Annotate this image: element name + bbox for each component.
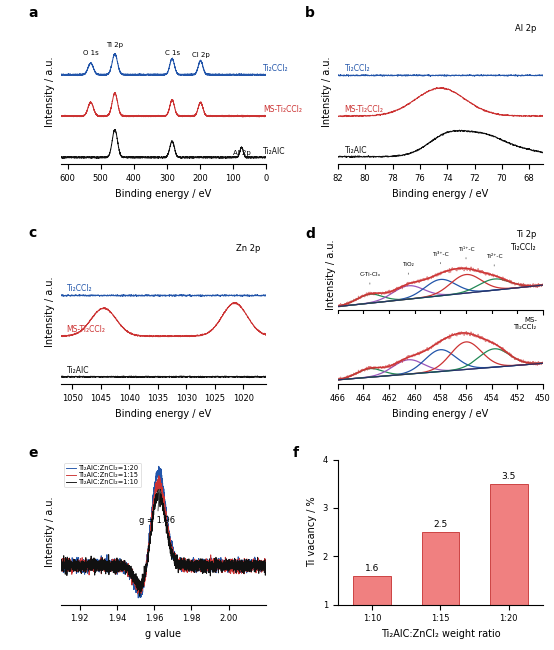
Y-axis label: Ti vacancy / %: Ti vacancy / % — [307, 497, 317, 567]
Y-axis label: Intensity / a.u.: Intensity / a.u. — [322, 57, 332, 127]
Ti₂AlC:ZnCl₂=1:15 — [93, 560, 100, 568]
Text: Ti₂CCl₂: Ti₂CCl₂ — [345, 64, 370, 73]
X-axis label: Ti₂AlC:ZnCl₂ weight ratio: Ti₂AlC:ZnCl₂ weight ratio — [381, 629, 500, 639]
Bar — [422, 532, 459, 605]
Text: 3.5: 3.5 — [501, 472, 516, 481]
Y-axis label: Intensity / a.u.: Intensity / a.u. — [45, 57, 55, 127]
Text: Al 2p: Al 2p — [515, 24, 537, 33]
Ti₂AlC:ZnCl₂=1:10 — [145, 548, 152, 556]
Ti₂AlC:ZnCl₂=1:10 — [237, 562, 243, 569]
X-axis label: Binding energy / eV: Binding energy / eV — [392, 188, 489, 199]
X-axis label: g value: g value — [146, 629, 182, 639]
Line: Ti₂AlC:ZnCl₂=1:20: Ti₂AlC:ZnCl₂=1:20 — [61, 466, 266, 598]
Text: MS-Ti₂CCl₂: MS-Ti₂CCl₂ — [345, 105, 384, 114]
Ti₂AlC:ZnCl₂=1:15 — [259, 563, 265, 571]
Line: Ti₂AlC:ZnCl₂=1:15: Ti₂AlC:ZnCl₂=1:15 — [61, 476, 266, 594]
Line: Ti₂AlC:ZnCl₂=1:10: Ti₂AlC:ZnCl₂=1:10 — [61, 489, 266, 596]
Text: d: d — [305, 227, 315, 241]
Ti₂AlC:ZnCl₂=1:10 — [81, 560, 88, 567]
Ti₂AlC:ZnCl₂=1:15 — [237, 560, 243, 567]
Text: f: f — [293, 446, 299, 460]
Ti₂AlC:ZnCl₂=1:20 — [155, 462, 162, 470]
Text: Ti₂AlC: Ti₂AlC — [345, 146, 367, 155]
Ti₂AlC:ZnCl₂=1:15 — [156, 472, 162, 480]
X-axis label: Binding energy / eV: Binding energy / eV — [392, 409, 489, 419]
Text: MS-Ti₂CCl₂: MS-Ti₂CCl₂ — [66, 325, 106, 334]
Ti₂AlC:ZnCl₂=1:20 — [136, 590, 143, 597]
Legend: Ti₂AlC:ZnCl₂=1:20, Ti₂AlC:ZnCl₂=1:15, Ti₂AlC:ZnCl₂=1:10: Ti₂AlC:ZnCl₂=1:20, Ti₂AlC:ZnCl₂=1:15, Ti… — [64, 463, 141, 487]
Text: c: c — [28, 226, 37, 240]
Ti₂AlC:ZnCl₂=1:20 — [145, 543, 152, 551]
Ti₂AlC:ZnCl₂=1:20 — [58, 556, 64, 564]
Text: Cl 2p: Cl 2p — [192, 52, 209, 58]
Ti₂AlC:ZnCl₂=1:10 — [136, 577, 143, 584]
Text: Ti¹⁺-C: Ti¹⁺-C — [458, 247, 474, 259]
Ti₂AlC:ZnCl₂=1:15 — [58, 558, 64, 566]
Text: b: b — [305, 6, 315, 20]
Text: Ti 2p: Ti 2p — [106, 42, 124, 48]
Text: Ti₂CCl₂: Ti₂CCl₂ — [511, 243, 537, 252]
Ti₂AlC:ZnCl₂=1:20 — [237, 567, 243, 575]
Ti₂AlC:ZnCl₂=1:10 — [157, 486, 163, 493]
Bar — [490, 484, 527, 604]
X-axis label: Binding energy / eV: Binding energy / eV — [115, 409, 212, 419]
Text: C-Ti-Clₓ: C-Ti-Clₓ — [359, 272, 381, 284]
Ti₂AlC:ZnCl₂=1:15 — [81, 563, 88, 571]
Text: Ti³⁺-C: Ti³⁺-C — [432, 252, 449, 264]
X-axis label: Binding energy / eV: Binding energy / eV — [115, 188, 212, 199]
Text: Ti 2p: Ti 2p — [516, 230, 537, 239]
Text: Ti₂AlC: Ti₂AlC — [263, 146, 286, 155]
Ti₂AlC:ZnCl₂=1:15 — [134, 590, 141, 598]
Y-axis label: Intensity / a.u.: Intensity / a.u. — [45, 277, 55, 347]
Y-axis label: Intensity / a.u.: Intensity / a.u. — [45, 497, 55, 567]
Ti₂AlC:ZnCl₂=1:10 — [58, 561, 64, 569]
Text: Ti²⁺-C: Ti²⁺-C — [486, 254, 502, 266]
Text: MS-Ti₂CCl₂: MS-Ti₂CCl₂ — [263, 105, 302, 114]
Text: C 1s: C 1s — [165, 50, 179, 57]
Ti₂AlC:ZnCl₂=1:10 — [259, 565, 265, 573]
Text: e: e — [28, 446, 38, 460]
Text: TiO₂: TiO₂ — [402, 263, 414, 274]
Text: 1.6: 1.6 — [365, 564, 379, 573]
Text: Zn 2p: Zn 2p — [235, 244, 260, 253]
Text: Ti₂AlC: Ti₂AlC — [66, 366, 89, 375]
Text: MS-
Ti₂CCl₂: MS- Ti₂CCl₂ — [514, 317, 537, 330]
Bar — [353, 575, 391, 604]
Ti₂AlC:ZnCl₂=1:10 — [136, 592, 143, 600]
Ti₂AlC:ZnCl₂=1:15 — [263, 558, 269, 566]
Text: g = 1.96: g = 1.96 — [139, 489, 176, 525]
Ti₂AlC:ZnCl₂=1:20 — [81, 559, 88, 567]
Ti₂AlC:ZnCl₂=1:20 — [93, 561, 100, 569]
Text: Ti₂CCl₂: Ti₂CCl₂ — [263, 64, 289, 73]
Ti₂AlC:ZnCl₂=1:10 — [93, 556, 100, 564]
Ti₂AlC:ZnCl₂=1:15 — [136, 586, 143, 593]
Ti₂AlC:ZnCl₂=1:20 — [259, 562, 265, 569]
Y-axis label: Intensity / a.u.: Intensity / a.u. — [326, 240, 336, 310]
Text: a: a — [28, 6, 38, 20]
Ti₂AlC:ZnCl₂=1:15 — [145, 549, 152, 557]
Ti₂AlC:ZnCl₂=1:20 — [135, 594, 141, 602]
Text: Ti₂CCl₂: Ti₂CCl₂ — [66, 285, 93, 293]
Text: O 1s: O 1s — [83, 50, 99, 57]
Ti₂AlC:ZnCl₂=1:20 — [263, 563, 269, 571]
Text: Al 2p: Al 2p — [233, 150, 251, 156]
Text: 2.5: 2.5 — [433, 520, 448, 529]
Ti₂AlC:ZnCl₂=1:10 — [263, 564, 269, 572]
